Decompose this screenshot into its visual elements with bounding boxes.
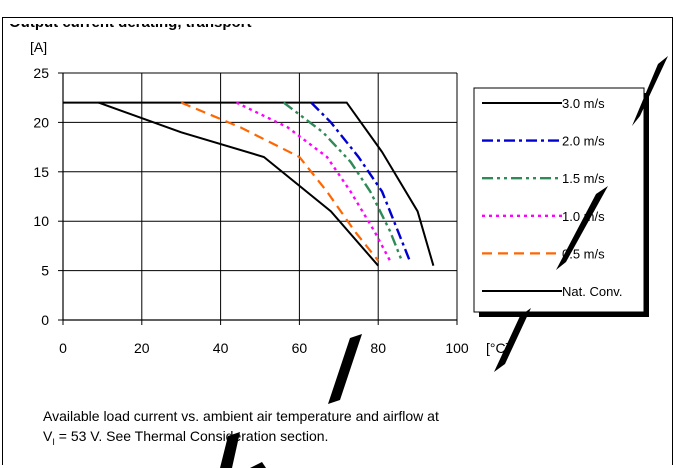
caption-rest: = 53 V. See Thermal Consideration sectio… <box>54 428 329 444</box>
figure-frame: Output current derating, transport <box>2 17 673 465</box>
series-line <box>235 101 392 262</box>
y-axis-label: [A] <box>30 39 47 55</box>
watermark-stroke <box>632 56 668 126</box>
series-line <box>63 101 435 266</box>
series-line <box>310 101 411 262</box>
legend-label: 3.0 m/s <box>562 96 605 111</box>
y-tick-label: 5 <box>41 263 49 279</box>
caption-line-2: VI = 53 V. See Thermal Consideration sec… <box>43 426 439 452</box>
figure-header: Output current derating, transport <box>9 14 252 31</box>
x-tick-label: 0 <box>59 340 67 356</box>
y-tick-label: 10 <box>33 213 49 229</box>
x-tick-label: 20 <box>134 340 150 356</box>
y-tick-label: 25 <box>33 65 49 81</box>
x-tick-label: 80 <box>370 340 386 356</box>
legend-label: 1.0 m/s <box>562 209 605 224</box>
series-line <box>180 101 380 262</box>
x-tick-label: 100 <box>445 340 469 356</box>
caption-line-1: Available load current vs. ambient air t… <box>43 408 439 424</box>
y-tick-label: 20 <box>33 114 49 130</box>
x-tick-label: 60 <box>292 340 308 356</box>
legend-label: 1.5 m/s <box>562 171 605 186</box>
figure-caption: Available load current vs. ambient air t… <box>43 406 439 452</box>
watermark-stroke <box>328 334 362 404</box>
watermark-stroke <box>220 432 240 468</box>
legend-box <box>473 87 645 313</box>
caption-v: V <box>43 428 53 444</box>
x-tick-label: 40 <box>213 340 229 356</box>
watermark-stroke <box>250 462 266 468</box>
y-tick-label: 15 <box>33 164 49 180</box>
legend-label: 0.5 m/s <box>562 246 605 261</box>
series-line <box>282 101 403 262</box>
watermark-stroke <box>556 186 608 270</box>
series-line <box>98 101 379 267</box>
caption-sub: I <box>52 436 55 447</box>
legend-label: Nat. Conv. <box>562 284 622 299</box>
y-tick-label: 0 <box>41 312 49 328</box>
watermark-stroke <box>494 308 531 372</box>
legend-label: 2.0 m/s <box>562 134 605 149</box>
